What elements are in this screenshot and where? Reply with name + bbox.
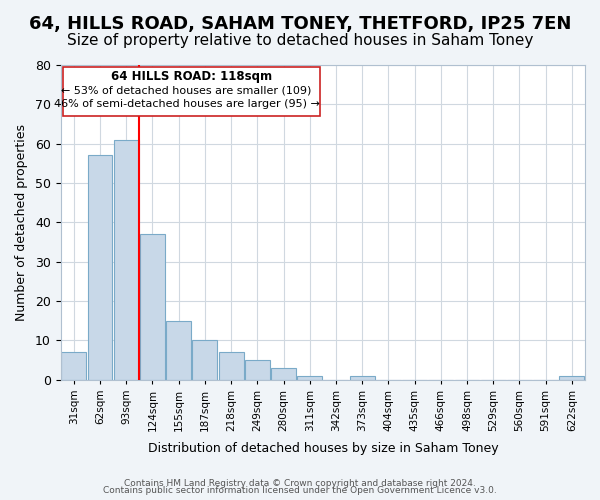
Bar — [61, 352, 86, 380]
Text: ← 53% of detached houses are smaller (109): ← 53% of detached houses are smaller (10… — [61, 86, 311, 96]
Bar — [271, 368, 296, 380]
Bar — [193, 340, 217, 380]
Bar — [114, 140, 139, 380]
FancyBboxPatch shape — [63, 67, 320, 116]
Text: Contains HM Land Registry data © Crown copyright and database right 2024.: Contains HM Land Registry data © Crown c… — [124, 478, 476, 488]
Bar — [245, 360, 270, 380]
X-axis label: Distribution of detached houses by size in Saham Toney: Distribution of detached houses by size … — [148, 442, 498, 455]
Text: Size of property relative to detached houses in Saham Toney: Size of property relative to detached ho… — [67, 32, 533, 48]
Bar — [88, 156, 112, 380]
Text: 64 HILLS ROAD: 118sqm: 64 HILLS ROAD: 118sqm — [111, 70, 272, 82]
Bar — [297, 376, 322, 380]
Bar — [166, 320, 191, 380]
Bar — [350, 376, 374, 380]
Bar — [218, 352, 244, 380]
Text: 46% of semi-detached houses are larger (95) →: 46% of semi-detached houses are larger (… — [53, 100, 319, 110]
Y-axis label: Number of detached properties: Number of detached properties — [15, 124, 28, 321]
Text: Contains public sector information licensed under the Open Government Licence v3: Contains public sector information licen… — [103, 486, 497, 495]
Bar — [559, 376, 584, 380]
Text: 64, HILLS ROAD, SAHAM TONEY, THETFORD, IP25 7EN: 64, HILLS ROAD, SAHAM TONEY, THETFORD, I… — [29, 15, 571, 33]
Bar — [140, 234, 165, 380]
